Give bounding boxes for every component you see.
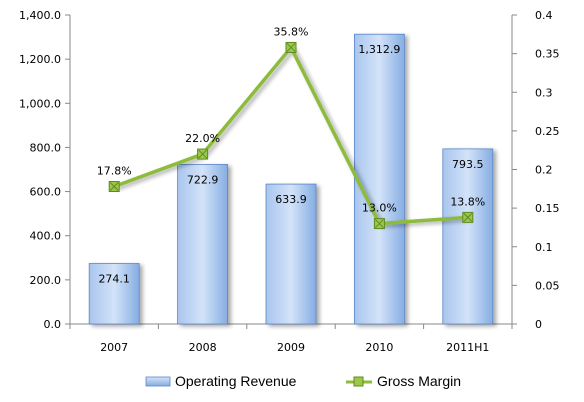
- line-marker: [197, 148, 209, 160]
- line-series-gross-margin: [108, 41, 474, 230]
- y-right-tick-label: 0.35: [535, 48, 560, 61]
- bar-value-label: 633.9: [275, 193, 307, 206]
- bar: [88, 263, 140, 325]
- x-tick-label: 2007: [100, 341, 128, 354]
- line-value-label: 17.8%: [97, 164, 132, 177]
- y-left-tick-label: 600.0: [30, 186, 62, 199]
- axes: 0.0 200.0 400.0 600.0 800.0 1,000.0 1,200.0 1,4…: [19, 9, 560, 354]
- bar: [177, 164, 229, 325]
- line-value-label: 13.8%: [450, 195, 485, 208]
- x-tick-label: 2010: [365, 341, 393, 354]
- line-marker: [108, 180, 120, 192]
- y-left-tick-label: 1,400.0: [19, 9, 61, 22]
- y-left-tick-label: 800.0: [30, 141, 62, 154]
- line-marker-cross: [286, 43, 296, 52]
- bar-value-label: 1,312.9: [358, 43, 400, 56]
- x-tick-label: 2011H1: [446, 341, 489, 354]
- x-tick-label: 2008: [189, 341, 217, 354]
- line-marker-cross: [463, 213, 473, 222]
- line-data-labels: 17.8% 22.0% 35.8% 13.0% 13.8%: [97, 25, 486, 214]
- y-right-tick-label: 0.4: [535, 9, 553, 22]
- y-right-tick-label: 0.2: [535, 164, 553, 177]
- y-right-tick-label: 0.25: [535, 125, 560, 138]
- y-right-tick-label: 0: [535, 318, 542, 331]
- line-value-label: 13.0%: [362, 202, 397, 215]
- line-marker-cross: [109, 182, 119, 191]
- line-marker: [285, 41, 297, 53]
- line-value-label: 22.0%: [185, 132, 220, 145]
- legend-label-gross-margin: Gross Margin: [377, 373, 461, 389]
- x-tick-label: 2009: [277, 341, 305, 354]
- legend: Operating Revenue Gross Margin: [145, 373, 461, 389]
- y-left-tick-label: 200.0: [30, 274, 62, 287]
- line-value-label: 35.8%: [274, 25, 309, 38]
- legend-swatch-operating-revenue: [145, 376, 171, 387]
- legend-swatch-gross-margin-marker: [353, 376, 364, 387]
- y-right-tick-label: 0.1: [535, 241, 553, 254]
- y-right-tick-label: 0.15: [535, 202, 560, 215]
- bar: [353, 33, 405, 325]
- y-left-tick-label: 1,200.0: [19, 53, 61, 66]
- bar-data-labels: 274.1 722.9 633.9 1,312.9 793.5: [98, 43, 483, 285]
- legend-label-operating-revenue: Operating Revenue: [175, 373, 297, 389]
- line-marker: [373, 218, 385, 230]
- bar-value-label: 274.1: [98, 273, 130, 286]
- bar-value-label: 722.9: [187, 173, 219, 186]
- line-marker-cross: [198, 149, 207, 159]
- line-marker-cross: [375, 219, 384, 228]
- bar-value-label: 793.5: [452, 158, 484, 171]
- line-marker: [462, 211, 474, 223]
- y-left-tick-label: 1,000.0: [19, 97, 61, 110]
- y-left-tick-label: 0.0: [44, 318, 62, 331]
- bar: [442, 148, 494, 325]
- y-right-tick-label: 0.05: [535, 279, 560, 292]
- y-left-tick-label: 400.0: [30, 230, 62, 243]
- y-right-tick-label: 0.3: [535, 86, 553, 99]
- bar: [265, 183, 317, 325]
- bar-series-operating-revenue: [88, 33, 494, 325]
